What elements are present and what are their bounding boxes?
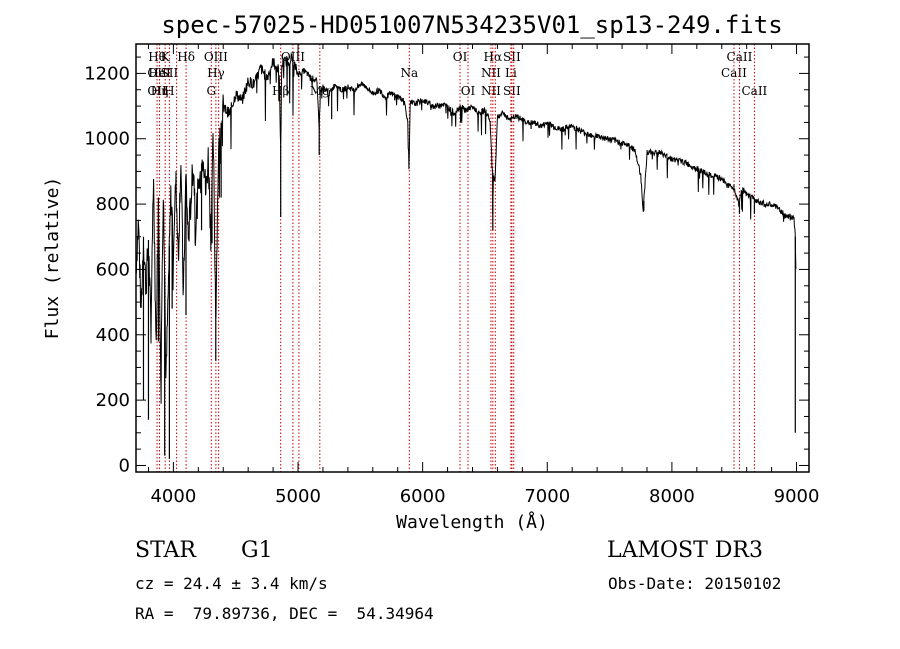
line-marker-label: CaII — [741, 84, 767, 98]
x-tick-label: 4000 — [150, 486, 196, 507]
line-marker-label: OIII — [204, 50, 228, 64]
spectrum-series — [135, 52, 797, 459]
line-marker-label: OII — [147, 66, 167, 80]
survey-name: LAMOST DR3 — [607, 538, 763, 563]
line-marker-label: Na — [400, 66, 418, 80]
line-marker-label: Hγ — [207, 66, 225, 80]
line-marker-label: SII — [503, 50, 521, 64]
axis-ticks: 4000 5000 6000 7000 8000 9000 0 200 400 600 800 100… — [84, 44, 819, 507]
redshift-cz: cz = 24.4 ± 3.4 km/s — [135, 574, 328, 593]
y-tick-label: 1200 — [84, 63, 130, 84]
line-marker-label: H — [164, 84, 174, 98]
line-marker-label: G — [206, 84, 216, 98]
line-marker-label: NII — [481, 84, 501, 98]
spectrum-line — [135, 52, 797, 404]
line-marker-label: SII — [161, 66, 179, 80]
x-tick-label: 6000 — [400, 486, 446, 507]
y-tick-label: 200 — [96, 390, 130, 411]
x-tick-label: 7000 — [524, 486, 570, 507]
line-marker-label: NII — [481, 66, 501, 80]
line-marker-label: Hβ — [272, 84, 289, 98]
observation-date: Obs-Date: 20150102 — [608, 574, 782, 593]
line-marker-label: Li — [505, 66, 517, 80]
y-tick-label: 400 — [96, 325, 130, 346]
y-tick-label: 0 — [119, 455, 130, 476]
x-axis-label: Wavelength (Å) — [396, 511, 548, 533]
object-class: STAR — [135, 538, 196, 563]
x-tick-label: 5000 — [275, 486, 321, 507]
x-tick-label: 9000 — [774, 486, 820, 507]
x-tick-label: 8000 — [649, 486, 695, 507]
line-marker-label: Hθ — [148, 50, 166, 64]
line-marker-label: SII — [503, 84, 521, 98]
line-marker-label: K — [161, 50, 171, 64]
y-tick-label: 800 — [96, 194, 130, 215]
line-marker-label: CaII — [721, 66, 747, 80]
object-subclass: G1 — [241, 538, 273, 563]
y-tick-label: 1000 — [84, 129, 130, 150]
line-marker-label: OI — [453, 50, 468, 64]
ra-dec-coordinates: RA = 79.89736, DEC = 54.34964 — [135, 604, 434, 623]
y-tick-label: 600 — [96, 259, 130, 280]
y-axis-label: Flux (relative) — [42, 177, 63, 340]
line-marker-label: Hδ — [177, 50, 195, 64]
chart-title: spec-57025-HD051007N534235V01_sp13-249.f… — [161, 11, 782, 39]
line-marker-label: OII — [147, 84, 167, 98]
line-marker-label: Hα — [484, 50, 503, 64]
line-marker-label: CaII — [727, 50, 753, 64]
line-marker-label: Mg — [310, 84, 330, 98]
line-marker-label: Hη — [151, 84, 169, 98]
line-marker-label: OI — [461, 84, 476, 98]
